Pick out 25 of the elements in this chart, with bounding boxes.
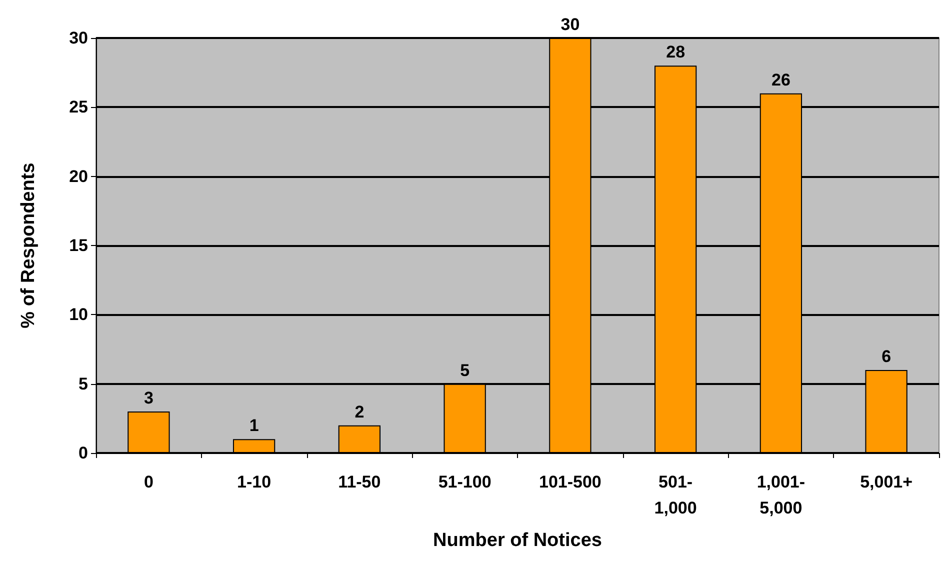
y-tick-label: 25 [69,98,88,117]
data-label: 5 [460,360,470,380]
x-axis-title: Number of Notices [433,530,602,551]
x-tick-label: 0 [144,472,154,492]
x-tick-label: 501-1,000 [654,472,697,518]
y-tick-label: 20 [69,166,88,186]
y-tick-label: 0 [78,444,88,462]
y-tick-label: 10 [69,305,88,324]
x-tick-label: 11-50 [338,472,381,492]
y-tick-label: 15 [69,236,88,255]
data-label: 30 [560,15,580,34]
x-tick-label: 1,001-5,000 [756,472,806,518]
y-axis-title: % of Respondents [18,162,39,328]
x-tick-label: 51-100 [438,472,492,492]
data-label: 6 [882,347,892,366]
x-tick-label: 5,001+ [860,472,913,492]
y-tick-label: 30 [69,28,88,48]
y-tick-label: 5 [78,374,88,394]
x-tick-label: 101-500 [538,472,602,492]
data-label: 3 [144,388,154,408]
data-label: 26 [771,70,790,90]
x-tick-label: 1-10 [237,472,272,492]
data-label: 2 [354,402,364,422]
data-label: 1 [249,416,259,436]
data-label: 28 [666,42,686,62]
